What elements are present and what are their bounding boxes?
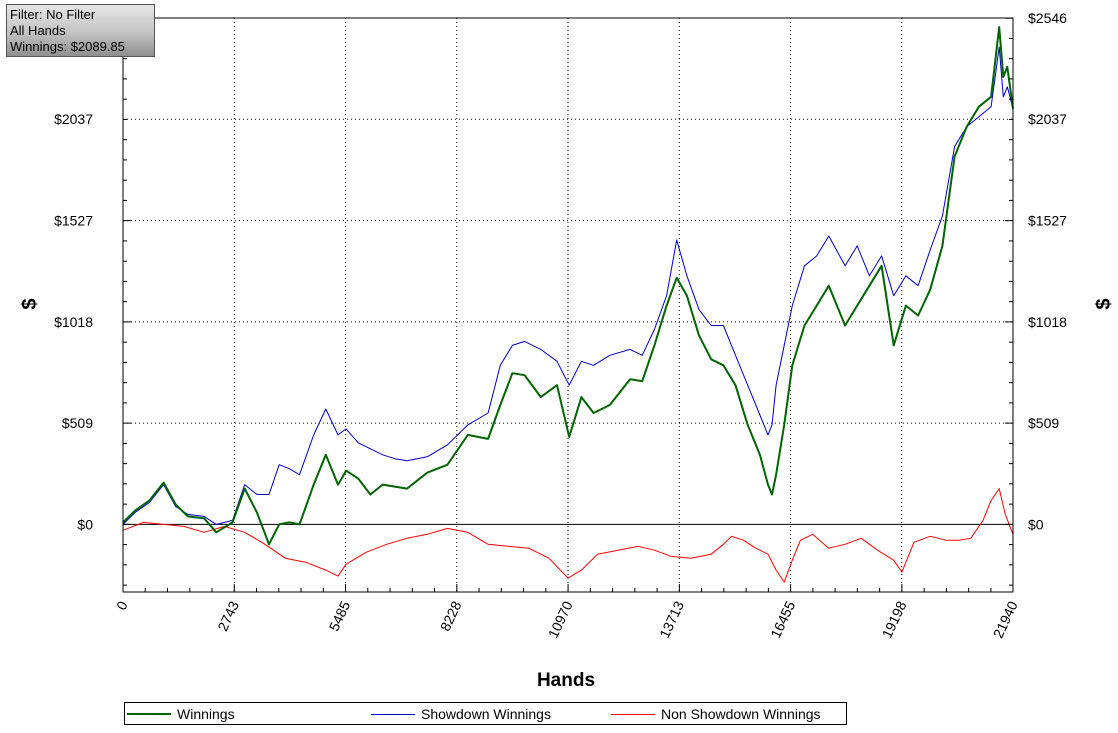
legend-swatch-winnings	[127, 713, 171, 715]
plot-frame	[122, 17, 1014, 593]
x-tick-label: 0	[113, 598, 131, 612]
x-tick-label: 19198	[879, 598, 910, 640]
y-tick-label-right: $0	[1028, 516, 1044, 532]
axis-ticks	[122, 17, 1013, 592]
legend-swatch-showdown	[371, 713, 415, 715]
series-line-non-showdown-winnings	[122, 488, 1014, 583]
x-tick-label: 13713	[656, 598, 687, 640]
grid-lines	[123, 18, 1013, 592]
x-tick-label: 5485	[326, 598, 354, 633]
y-tick-label-left: $2037	[54, 111, 93, 127]
legend-item-showdown: Showdown Winnings	[371, 705, 551, 723]
legend-item-winnings: Winnings	[127, 705, 235, 723]
filter-text: Filter: No Filter	[10, 7, 96, 22]
x-axis-label: Hands	[537, 670, 595, 691]
y-tick-label-right: $2546	[1028, 10, 1067, 26]
legend-swatch-non-showdown	[611, 713, 655, 715]
legend-item-non-showdown: Non Showdown Winnings	[611, 705, 821, 723]
x-tick-label: 2743	[214, 598, 242, 633]
x-tick-label: 10970	[545, 598, 576, 640]
winnings-text: Winnings: $2089.85	[10, 39, 125, 54]
y-tick-label-left: $509	[62, 415, 93, 431]
y-tick-label-left: $1527	[54, 213, 93, 229]
hands-text: All Hands	[10, 23, 66, 38]
x-tick-label: 8228	[437, 598, 465, 633]
y-tick-label-left: $0	[77, 516, 93, 532]
legend-label-winnings: Winnings	[177, 706, 235, 722]
x-tick-label: 16455	[767, 598, 798, 640]
tick-labels: $0 $0 $509 $509 $1018 $1018 $1527 $1527 $2037 $20…	[54, 10, 1067, 641]
x-tick-label: 21940	[990, 598, 1021, 640]
y-tick-label-right: $509	[1028, 415, 1059, 431]
y-tick-label-right: $1527	[1028, 213, 1067, 229]
y-axis-label-left: $	[19, 298, 41, 309]
y-axis-label-right: $	[1093, 298, 1115, 309]
legend-label-showdown: Showdown Winnings	[421, 706, 551, 722]
legend-label-non-showdown: Non Showdown Winnings	[661, 706, 821, 722]
y-tick-label-right: $2037	[1028, 111, 1067, 127]
series-line-showdown-winnings	[122, 46, 1014, 525]
y-tick-label-left: $1018	[54, 314, 93, 330]
filter-info-box: Filter: No Filter All Hands Winnings: $2…	[6, 4, 155, 57]
series-line-winnings	[122, 26, 1014, 546]
y-tick-label-right: $1018	[1028, 314, 1067, 330]
chart-legend: Winnings Showdown Winnings Non Showdown …	[124, 702, 847, 725]
series-lines	[122, 26, 1014, 583]
